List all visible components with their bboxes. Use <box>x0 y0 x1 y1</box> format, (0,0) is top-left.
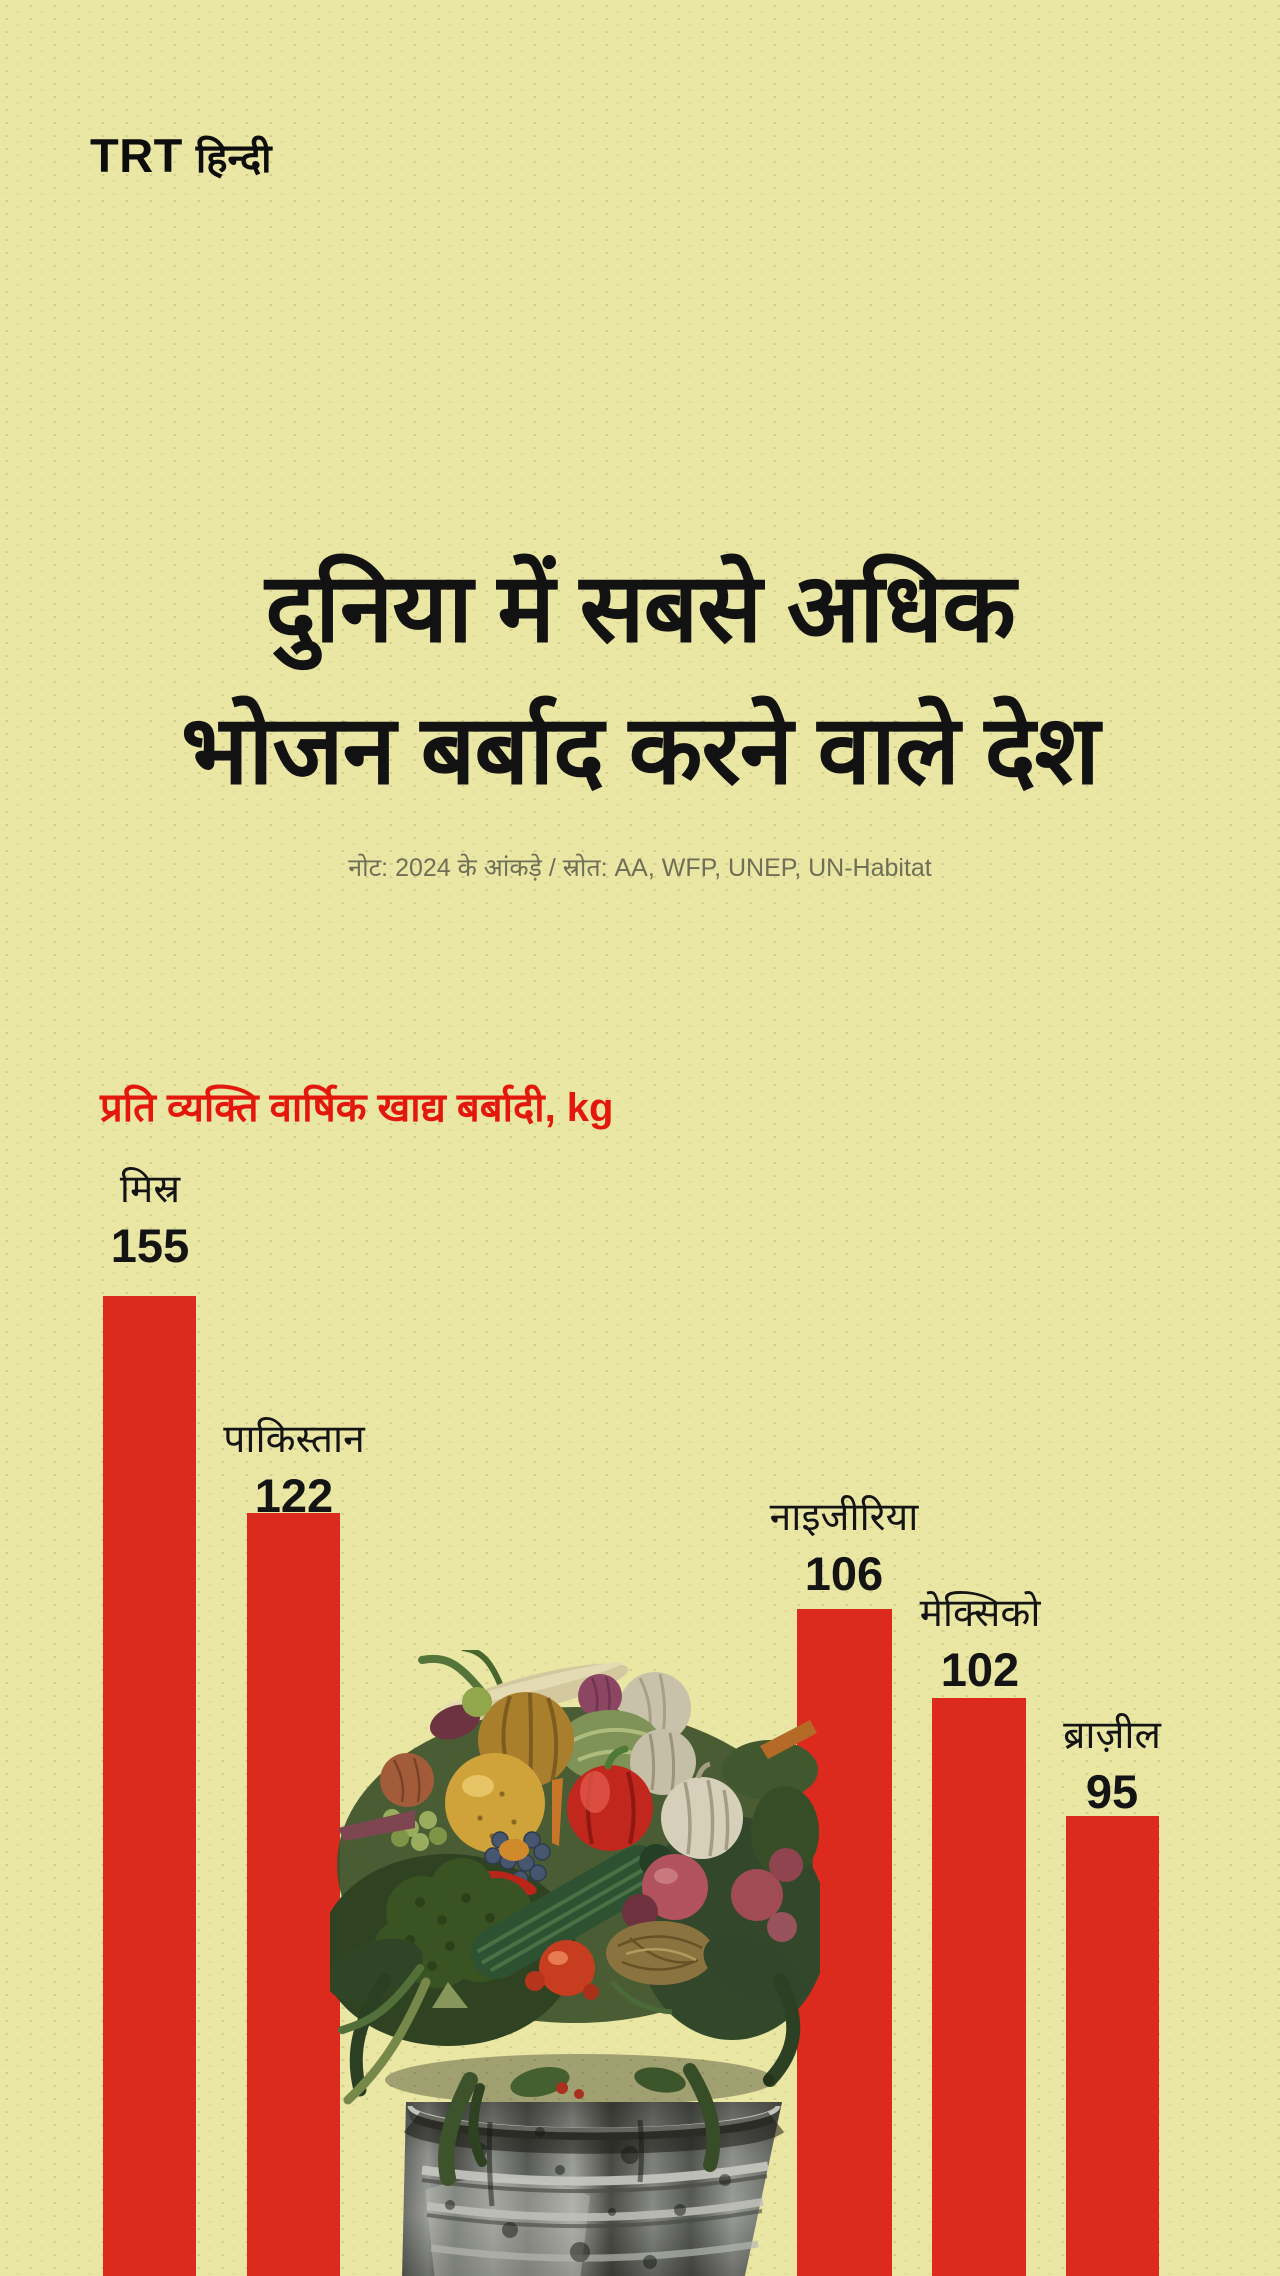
bar-caption-nigeria: नाइजीरिया 106 <box>770 1494 919 1599</box>
bar-value: 106 <box>804 1547 884 1600</box>
page-title: दुनिया में सबसे अधिक भोजन बर्बाद करने वा… <box>0 538 1280 822</box>
bar-label: मिस्र <box>119 1168 181 1211</box>
page-title-line-2: भोजन बर्बाद करने वाले देश <box>181 697 1100 804</box>
bar-label: मेक्सिको <box>919 1592 1041 1635</box>
bar-egypt <box>103 1296 196 2276</box>
bar-caption-pakistan: पाकिस्तान 122 <box>223 1416 364 1521</box>
bar-caption-mexico: मेक्सिको 102 <box>920 1590 1041 1695</box>
chart-axis-label: प्रति व्यक्ति वार्षिक खाद्य बर्बादी, kg <box>100 1086 614 1130</box>
bar-value: 155 <box>110 1219 190 1272</box>
bar-label: ब्राज़ील <box>1063 1714 1161 1757</box>
bar-brazil <box>1066 1816 1159 2276</box>
bar-label: पाकिस्तान <box>223 1418 365 1461</box>
bar-value: 122 <box>254 1469 334 1522</box>
bar-value: 95 <box>1085 1765 1139 1818</box>
bar-caption-brazil: ब्राज़ील 95 <box>1063 1712 1161 1817</box>
logo-language-text: हिन्दी <box>195 137 272 181</box>
bar-label: नाइजीरिया <box>769 1496 919 1539</box>
page-title-line-1: दुनिया में सबसे अधिक <box>265 555 1016 662</box>
logo-brand-text: TRT <box>90 129 183 182</box>
bar-mexico <box>932 1698 1026 2276</box>
bar-value: 102 <box>940 1643 1020 1696</box>
food-waste-bucket-image <box>330 1650 820 2276</box>
bar-pakistan <box>247 1513 340 2276</box>
source-note: नोट: 2024 के आंकड़े / स्रोत: AA, WFP, UN… <box>348 854 932 882</box>
bar-caption-egypt: मिस्र 155 <box>111 1166 189 1271</box>
trt-hindi-logo: TRT हिन्दी <box>90 128 271 184</box>
